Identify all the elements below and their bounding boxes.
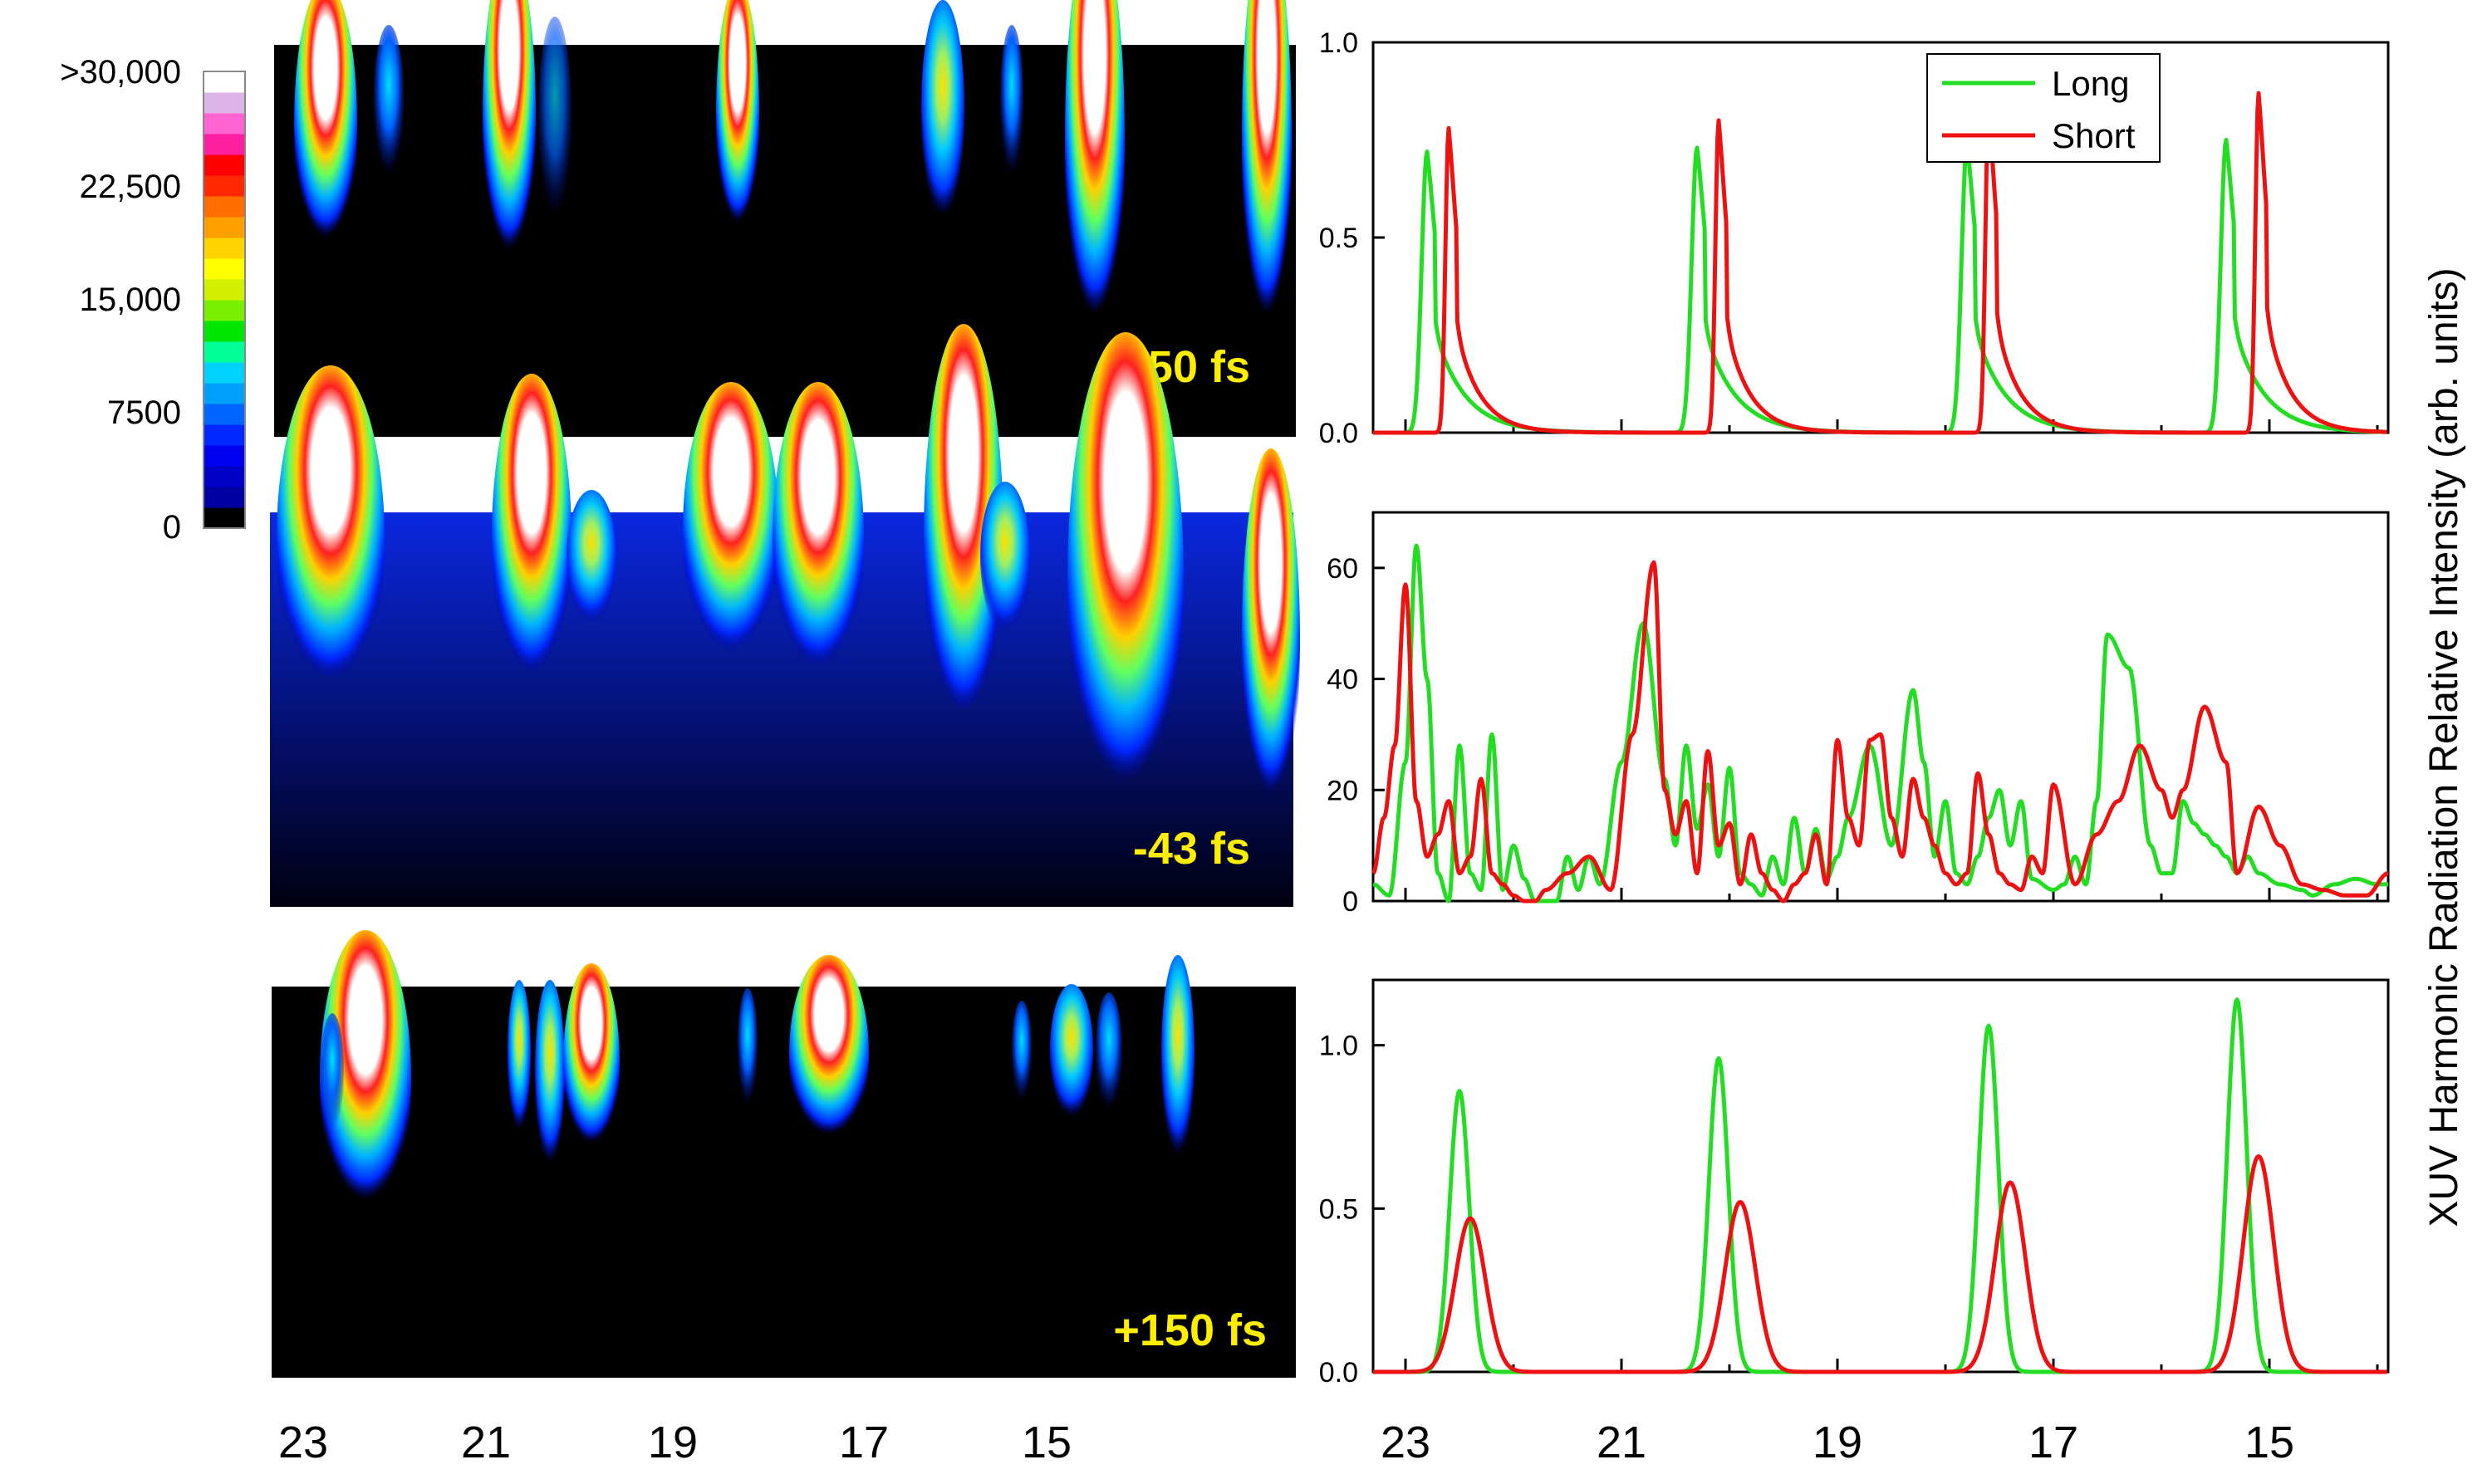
colorbar-swatch (204, 341, 245, 363)
plot-frame-middle (1371, 511, 2390, 903)
colorbar-swatch (204, 362, 245, 384)
colorbar-swatch (204, 424, 245, 446)
chart-x-tick-label: 23 (1381, 1418, 1430, 1467)
colorbar-swatch (204, 113, 245, 135)
series-line-short (1371, 1153, 2388, 1374)
colorbar-label-max: >30,000 (60, 54, 181, 91)
colorbar-swatch (204, 487, 245, 508)
spectrum-image-middle: -43 fs (270, 324, 1300, 907)
y-axis-middle: 0 20 40 60 (1327, 553, 2379, 918)
colorbar-labels: >30,000 22,500 15,000 7500 0 (60, 54, 181, 546)
y-axis-bottom: 0.0 0.5 1.0 (1319, 1031, 2379, 1388)
colorbar-swatch (204, 71, 245, 93)
line-chart-bottom: 0.0 0.5 1.0 (1319, 978, 2390, 1388)
spectra-x-tick-23: 23 (278, 1418, 328, 1467)
colorbar-swatch (204, 238, 245, 259)
series-lines-top (1371, 91, 2388, 435)
series-line-short (1371, 91, 2388, 435)
y-axis-top: 0.0 0.5 1.0 (1319, 27, 2379, 449)
series-line-short (1371, 560, 2389, 904)
colorbar-swatch (204, 383, 245, 404)
spectra-x-tick-19: 19 (648, 1418, 698, 1467)
y-tick-label: 40 (1327, 664, 1358, 696)
colorbar-label-0: 0 (163, 509, 181, 546)
colorbar-swatch (204, 507, 245, 529)
colorbar-swatch (204, 466, 245, 487)
spectra-x-tick-21: 21 (461, 1418, 511, 1467)
colorbar-label-22500: 22,500 (80, 169, 181, 205)
spectrum-image-bottom: +150 fs (272, 930, 1296, 1378)
colorbar-swatch (204, 404, 245, 425)
spectra-x-tick-15: 15 (1022, 1418, 1072, 1467)
y-tick-label: 1.0 (1319, 1031, 1358, 1062)
colorbar-swatch (204, 217, 245, 238)
line-chart-top: 0.0 0.5 1.0 Long Short (1319, 27, 2390, 449)
legend-label-long: Long (2052, 64, 2129, 103)
colorbar-frame (203, 71, 246, 529)
y-tick-label: 60 (1327, 553, 1358, 585)
colorbar-swatch (204, 134, 245, 155)
chart-x-tick-label: 17 (2028, 1418, 2078, 1467)
chart-x-tick-label: 19 (1813, 1418, 1862, 1467)
chart-x-tick-label: 21 (1597, 1418, 1646, 1467)
y-axis-title: XUV Harmonic Radiation Relative Intensit… (2422, 267, 2466, 1227)
series-line-long (1371, 138, 2388, 435)
colorbar-swatch (204, 154, 245, 176)
colorbar-swatch (204, 279, 245, 301)
series-line-long (1372, 543, 2390, 904)
colorbar-swatch (204, 196, 245, 218)
colorbar-swatch (204, 321, 245, 342)
colorbar-swatch (204, 258, 245, 280)
line-chart-middle: 0 20 40 60 (1327, 511, 2390, 918)
colorbar-label-7500: 7500 (107, 394, 181, 431)
chart-x-tick-label: 15 (2244, 1418, 2294, 1467)
spectra-x-axis: 23 21 19 17 15 (278, 1418, 1072, 1467)
delay-label-middle: -43 fs (1133, 824, 1250, 874)
y-tick-label: 0 (1342, 886, 1358, 918)
colorbar-swatch (204, 445, 245, 467)
colorbar-swatch (204, 92, 245, 114)
series-lines-middle (1371, 543, 2390, 904)
colorbar (203, 71, 246, 529)
y-tick-label: 0.5 (1319, 223, 1358, 254)
colorbar-swatch (204, 175, 245, 197)
y-tick-label: 0.0 (1319, 418, 1358, 449)
spectra-x-tick-17: 17 (839, 1418, 889, 1467)
legend: Long Short (1926, 53, 2161, 163)
delay-label-bottom: +150 fs (1113, 1305, 1267, 1355)
legend-label-short: Short (2052, 116, 2136, 155)
y-tick-label: 1.0 (1319, 27, 1358, 59)
colorbar-swatch (204, 300, 245, 321)
y-tick-label: 0.0 (1319, 1357, 1358, 1388)
colorbar-label-15000: 15,000 (80, 282, 181, 318)
y-tick-label: 0.5 (1319, 1193, 1358, 1225)
y-tick-label: 20 (1327, 775, 1358, 806)
series-lines-bottom (1371, 997, 2388, 1374)
chart-x-axis: 23 21 19 17 15 (1381, 1418, 2294, 1467)
